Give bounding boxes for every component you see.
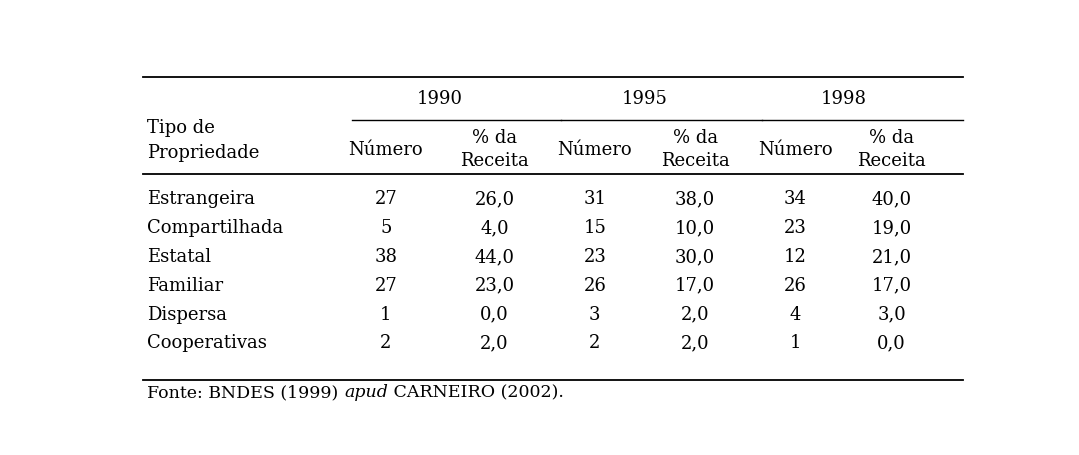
- Text: 4,0: 4,0: [480, 219, 509, 237]
- Text: 26: 26: [584, 276, 606, 294]
- Text: Tipo de
Propriedade: Tipo de Propriedade: [148, 118, 260, 162]
- Text: 27: 27: [374, 276, 397, 294]
- Text: 34: 34: [784, 190, 807, 208]
- Text: 2,0: 2,0: [480, 334, 509, 352]
- Text: 1998: 1998: [821, 90, 868, 107]
- Text: 0,0: 0,0: [877, 334, 906, 352]
- Text: % da
Receita: % da Receita: [660, 128, 729, 170]
- Text: 15: 15: [584, 219, 606, 237]
- Text: 3,0: 3,0: [877, 305, 906, 323]
- Text: 1: 1: [380, 305, 392, 323]
- Text: 27: 27: [374, 190, 397, 208]
- Text: Número: Número: [349, 140, 423, 158]
- Text: 10,0: 10,0: [675, 219, 715, 237]
- Text: 2,0: 2,0: [681, 305, 710, 323]
- Text: % da
Receita: % da Receita: [858, 128, 926, 170]
- Text: 26,0: 26,0: [475, 190, 515, 208]
- Text: Compartilhada: Compartilhada: [148, 219, 284, 237]
- Text: Cooperativas: Cooperativas: [148, 334, 268, 352]
- Text: 23: 23: [584, 248, 606, 265]
- Text: Fonte: BNDES (1999): Fonte: BNDES (1999): [148, 383, 344, 400]
- Text: Estatal: Estatal: [148, 248, 211, 265]
- Text: 38: 38: [374, 248, 397, 265]
- Text: Dispersa: Dispersa: [148, 305, 228, 323]
- Text: CARNEIRO (2002).: CARNEIRO (2002).: [388, 383, 564, 400]
- Text: 44,0: 44,0: [475, 248, 515, 265]
- Text: 0,0: 0,0: [480, 305, 509, 323]
- Text: 19,0: 19,0: [872, 219, 912, 237]
- Text: 2: 2: [380, 334, 392, 352]
- Text: Número: Número: [759, 140, 833, 158]
- Text: % da
Receita: % da Receita: [460, 128, 529, 170]
- Text: 5: 5: [380, 219, 392, 237]
- Text: 31: 31: [584, 190, 606, 208]
- Text: 21,0: 21,0: [872, 248, 912, 265]
- Text: 1: 1: [790, 334, 802, 352]
- Text: Estrangeira: Estrangeira: [148, 190, 256, 208]
- Text: 12: 12: [784, 248, 807, 265]
- Text: 40,0: 40,0: [872, 190, 912, 208]
- Text: Familiar: Familiar: [148, 276, 223, 294]
- Text: 23,0: 23,0: [475, 276, 515, 294]
- Text: 17,0: 17,0: [675, 276, 715, 294]
- Text: 4: 4: [790, 305, 802, 323]
- Text: 2,0: 2,0: [681, 334, 710, 352]
- Text: 2: 2: [589, 334, 601, 352]
- Text: 30,0: 30,0: [675, 248, 715, 265]
- Text: 23: 23: [784, 219, 807, 237]
- Text: 1995: 1995: [622, 90, 668, 107]
- Text: 1990: 1990: [418, 90, 463, 107]
- Text: Número: Número: [558, 140, 632, 158]
- Text: 38,0: 38,0: [675, 190, 715, 208]
- Text: apud: apud: [344, 383, 388, 400]
- Text: 26: 26: [784, 276, 807, 294]
- Text: 3: 3: [589, 305, 601, 323]
- Text: 17,0: 17,0: [872, 276, 912, 294]
